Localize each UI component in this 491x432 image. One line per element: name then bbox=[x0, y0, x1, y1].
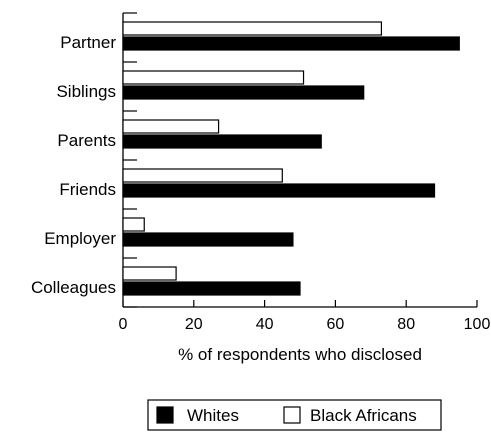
bar-whites-parents bbox=[122, 134, 322, 149]
category-label-partner: Partner bbox=[60, 33, 116, 52]
bar-black-africans-partner bbox=[122, 21, 383, 36]
x-tick-label-40: 40 bbox=[256, 316, 274, 333]
bar-black-africans-colleagues bbox=[122, 266, 177, 281]
category-labels: Partner Siblings Parents Friends Employer Col… bbox=[31, 12, 137, 308]
legend-frame bbox=[147, 399, 442, 431]
bar-whites-employer bbox=[122, 232, 294, 247]
x-tick-label-60: 60 bbox=[327, 316, 345, 333]
x-axis-title: % of respondents who disclosed bbox=[178, 345, 422, 364]
x-tick-label-20: 20 bbox=[185, 316, 203, 333]
x-axis-ticks: 0 20 40 60 80 100 bbox=[119, 300, 491, 333]
bar-black-africans-employer bbox=[122, 217, 145, 232]
x-tick-label-100: 100 bbox=[464, 316, 491, 333]
category-label-parents: Parents bbox=[57, 131, 116, 150]
bars-group bbox=[122, 21, 460, 296]
x-tick-label-80: 80 bbox=[397, 316, 415, 333]
bar-whites-siblings bbox=[122, 85, 365, 100]
bar-whites-partner bbox=[122, 36, 460, 51]
bar-black-africans-friends bbox=[122, 168, 283, 183]
category-label-friends: Friends bbox=[59, 180, 116, 199]
legend-label-black-africans: Black Africans bbox=[310, 406, 417, 425]
legend-swatch-black-africans bbox=[283, 406, 301, 424]
plot-area: Partner Siblings Parents Friends Employer Col… bbox=[31, 12, 491, 333]
legend-label-whites: Whites bbox=[187, 406, 239, 425]
category-label-siblings: Siblings bbox=[56, 82, 116, 101]
bar-black-africans-siblings bbox=[122, 70, 305, 85]
bar-whites-colleagues bbox=[122, 281, 301, 296]
category-label-employer: Employer bbox=[44, 229, 116, 248]
legend: Whites Black Africans bbox=[147, 399, 442, 431]
legend-swatch-whites bbox=[156, 406, 174, 424]
bar-whites-friends bbox=[122, 183, 436, 198]
category-label-colleagues: Colleagues bbox=[31, 278, 116, 297]
bar-black-africans-parents bbox=[122, 119, 220, 134]
x-tick-label-0: 0 bbox=[119, 316, 128, 333]
